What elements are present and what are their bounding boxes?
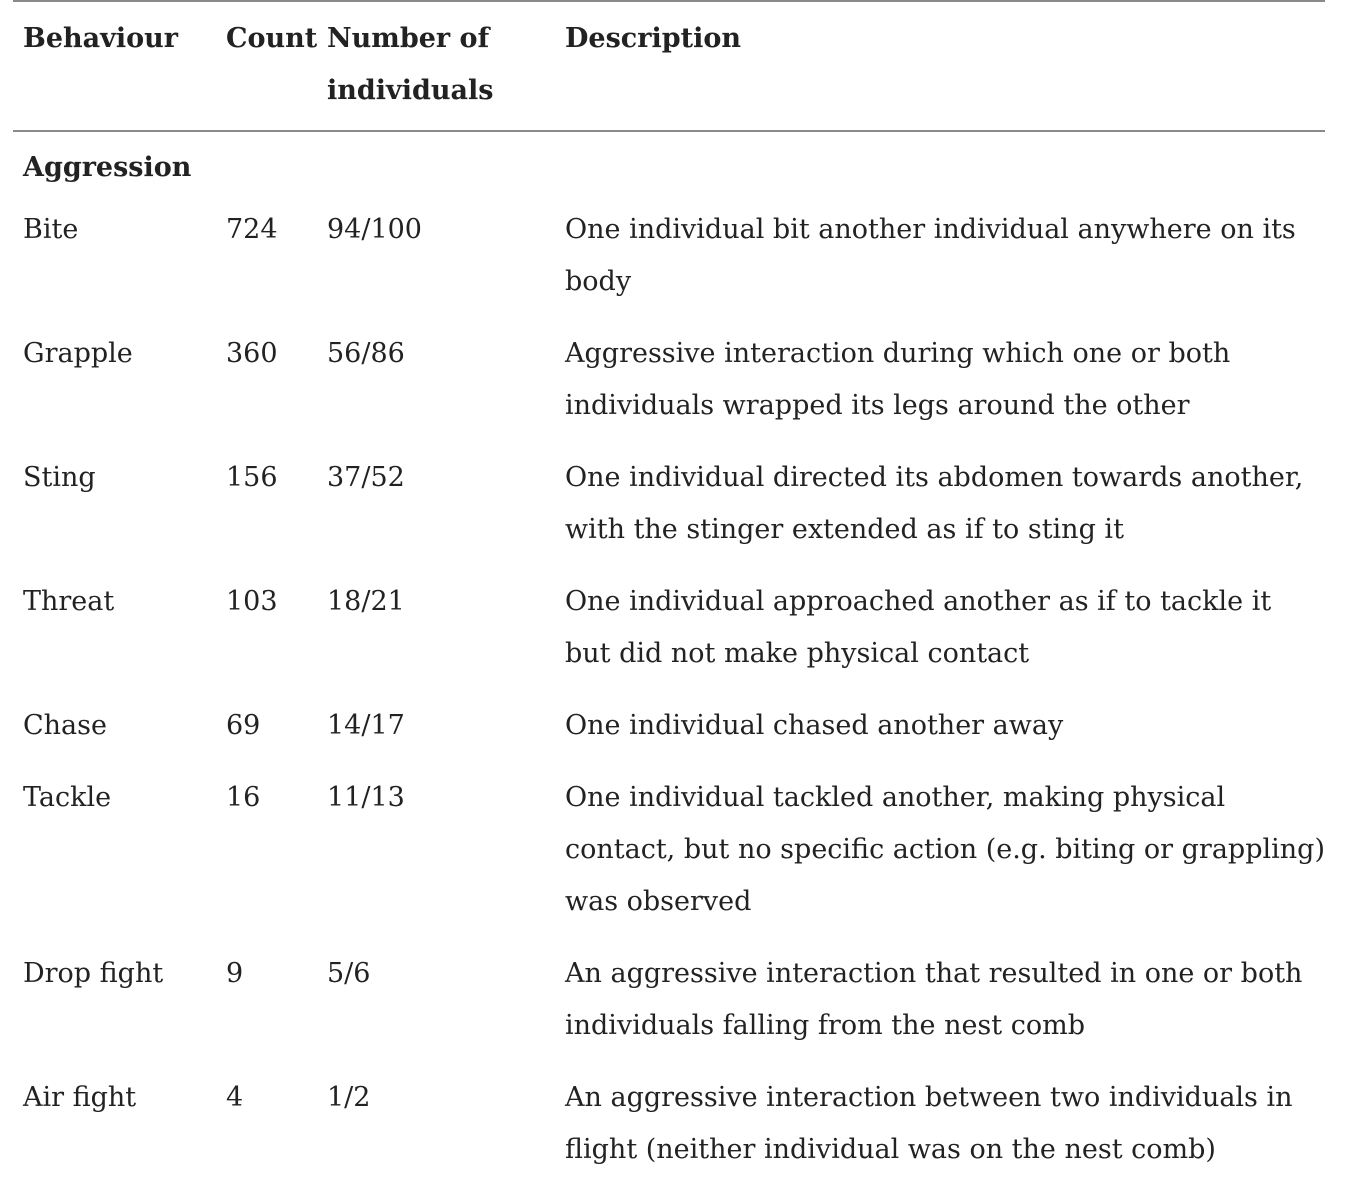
- table-row: Chase 69 14/17 One individual chased ano…: [13, 700, 1325, 772]
- cell-count: 103: [226, 586, 278, 617]
- cell-behaviour: Drop fight: [23, 958, 164, 989]
- cell-description: An aggressive interaction that resulted …: [565, 958, 1303, 1041]
- cell-description: One individual approached another as if …: [565, 586, 1272, 669]
- cell-behaviour: Bite: [23, 214, 79, 245]
- cell-individuals: 5/6: [327, 958, 371, 989]
- table-row: Drop fight 9 5/6 An aggressive interacti…: [13, 948, 1325, 1072]
- cell-individuals: 18/21: [327, 586, 405, 617]
- header-count: Count: [216, 1, 317, 132]
- cell-behaviour: Tackle: [23, 782, 112, 813]
- header-row: Behaviour Count Number of individuals De…: [13, 1, 1325, 132]
- cell-individuals: 14/17: [327, 710, 405, 741]
- section-row: Aggression: [13, 131, 1325, 204]
- cell-count: 9: [226, 958, 244, 989]
- cell-description: An aggressive interaction between two in…: [565, 1082, 1293, 1165]
- cell-behaviour: Sting: [23, 462, 96, 493]
- table-row: Tackle 16 11/13 One individual tackled a…: [13, 772, 1325, 948]
- cell-count: 360: [226, 338, 278, 369]
- table-row: Bite 724 94/100 One individual bit anoth…: [13, 204, 1325, 328]
- cell-individuals: 11/13: [327, 782, 405, 813]
- cell-behaviour: Chase: [23, 710, 107, 741]
- cell-individuals: 1/2: [327, 1082, 371, 1113]
- cell-description: One individual directed its abdomen towa…: [565, 462, 1304, 545]
- table-row: Grapple 360 56/86 Aggressive interaction…: [13, 328, 1325, 452]
- cell-individuals: 37/52: [327, 462, 405, 493]
- table-row: Air fight 4 1/2 An aggressive interactio…: [13, 1072, 1325, 1196]
- cell-count: 16: [226, 782, 261, 813]
- cell-description: One individual chased another away: [565, 710, 1064, 741]
- header-behaviour: Behaviour: [13, 1, 216, 132]
- header-description: Description: [555, 1, 1325, 132]
- cell-behaviour: Grapple: [23, 338, 133, 369]
- cell-behaviour: Air fight: [23, 1082, 137, 1113]
- cell-count: 69: [226, 710, 261, 741]
- cell-description: Aggressive interaction during which one …: [565, 338, 1231, 421]
- cell-individuals: 56/86: [327, 338, 405, 369]
- cell-count: 724: [226, 214, 278, 245]
- header-individuals: Number of individuals: [317, 1, 555, 132]
- table-row: Threat 103 18/21 One individual approach…: [13, 576, 1325, 700]
- cell-description: One individual tackled another, making p…: [565, 782, 1325, 917]
- behaviour-table: Behaviour Count Number of individuals De…: [13, 0, 1325, 1196]
- cell-description: One individual bit another individual an…: [565, 214, 1296, 297]
- cell-behaviour: Threat: [23, 586, 115, 617]
- cell-count: 156: [226, 462, 278, 493]
- section-title: Aggression: [23, 152, 192, 183]
- table-row: Sting 156 37/52 One individual directed …: [13, 452, 1325, 576]
- cell-count: 4: [226, 1082, 244, 1113]
- cell-individuals: 94/100: [327, 214, 422, 245]
